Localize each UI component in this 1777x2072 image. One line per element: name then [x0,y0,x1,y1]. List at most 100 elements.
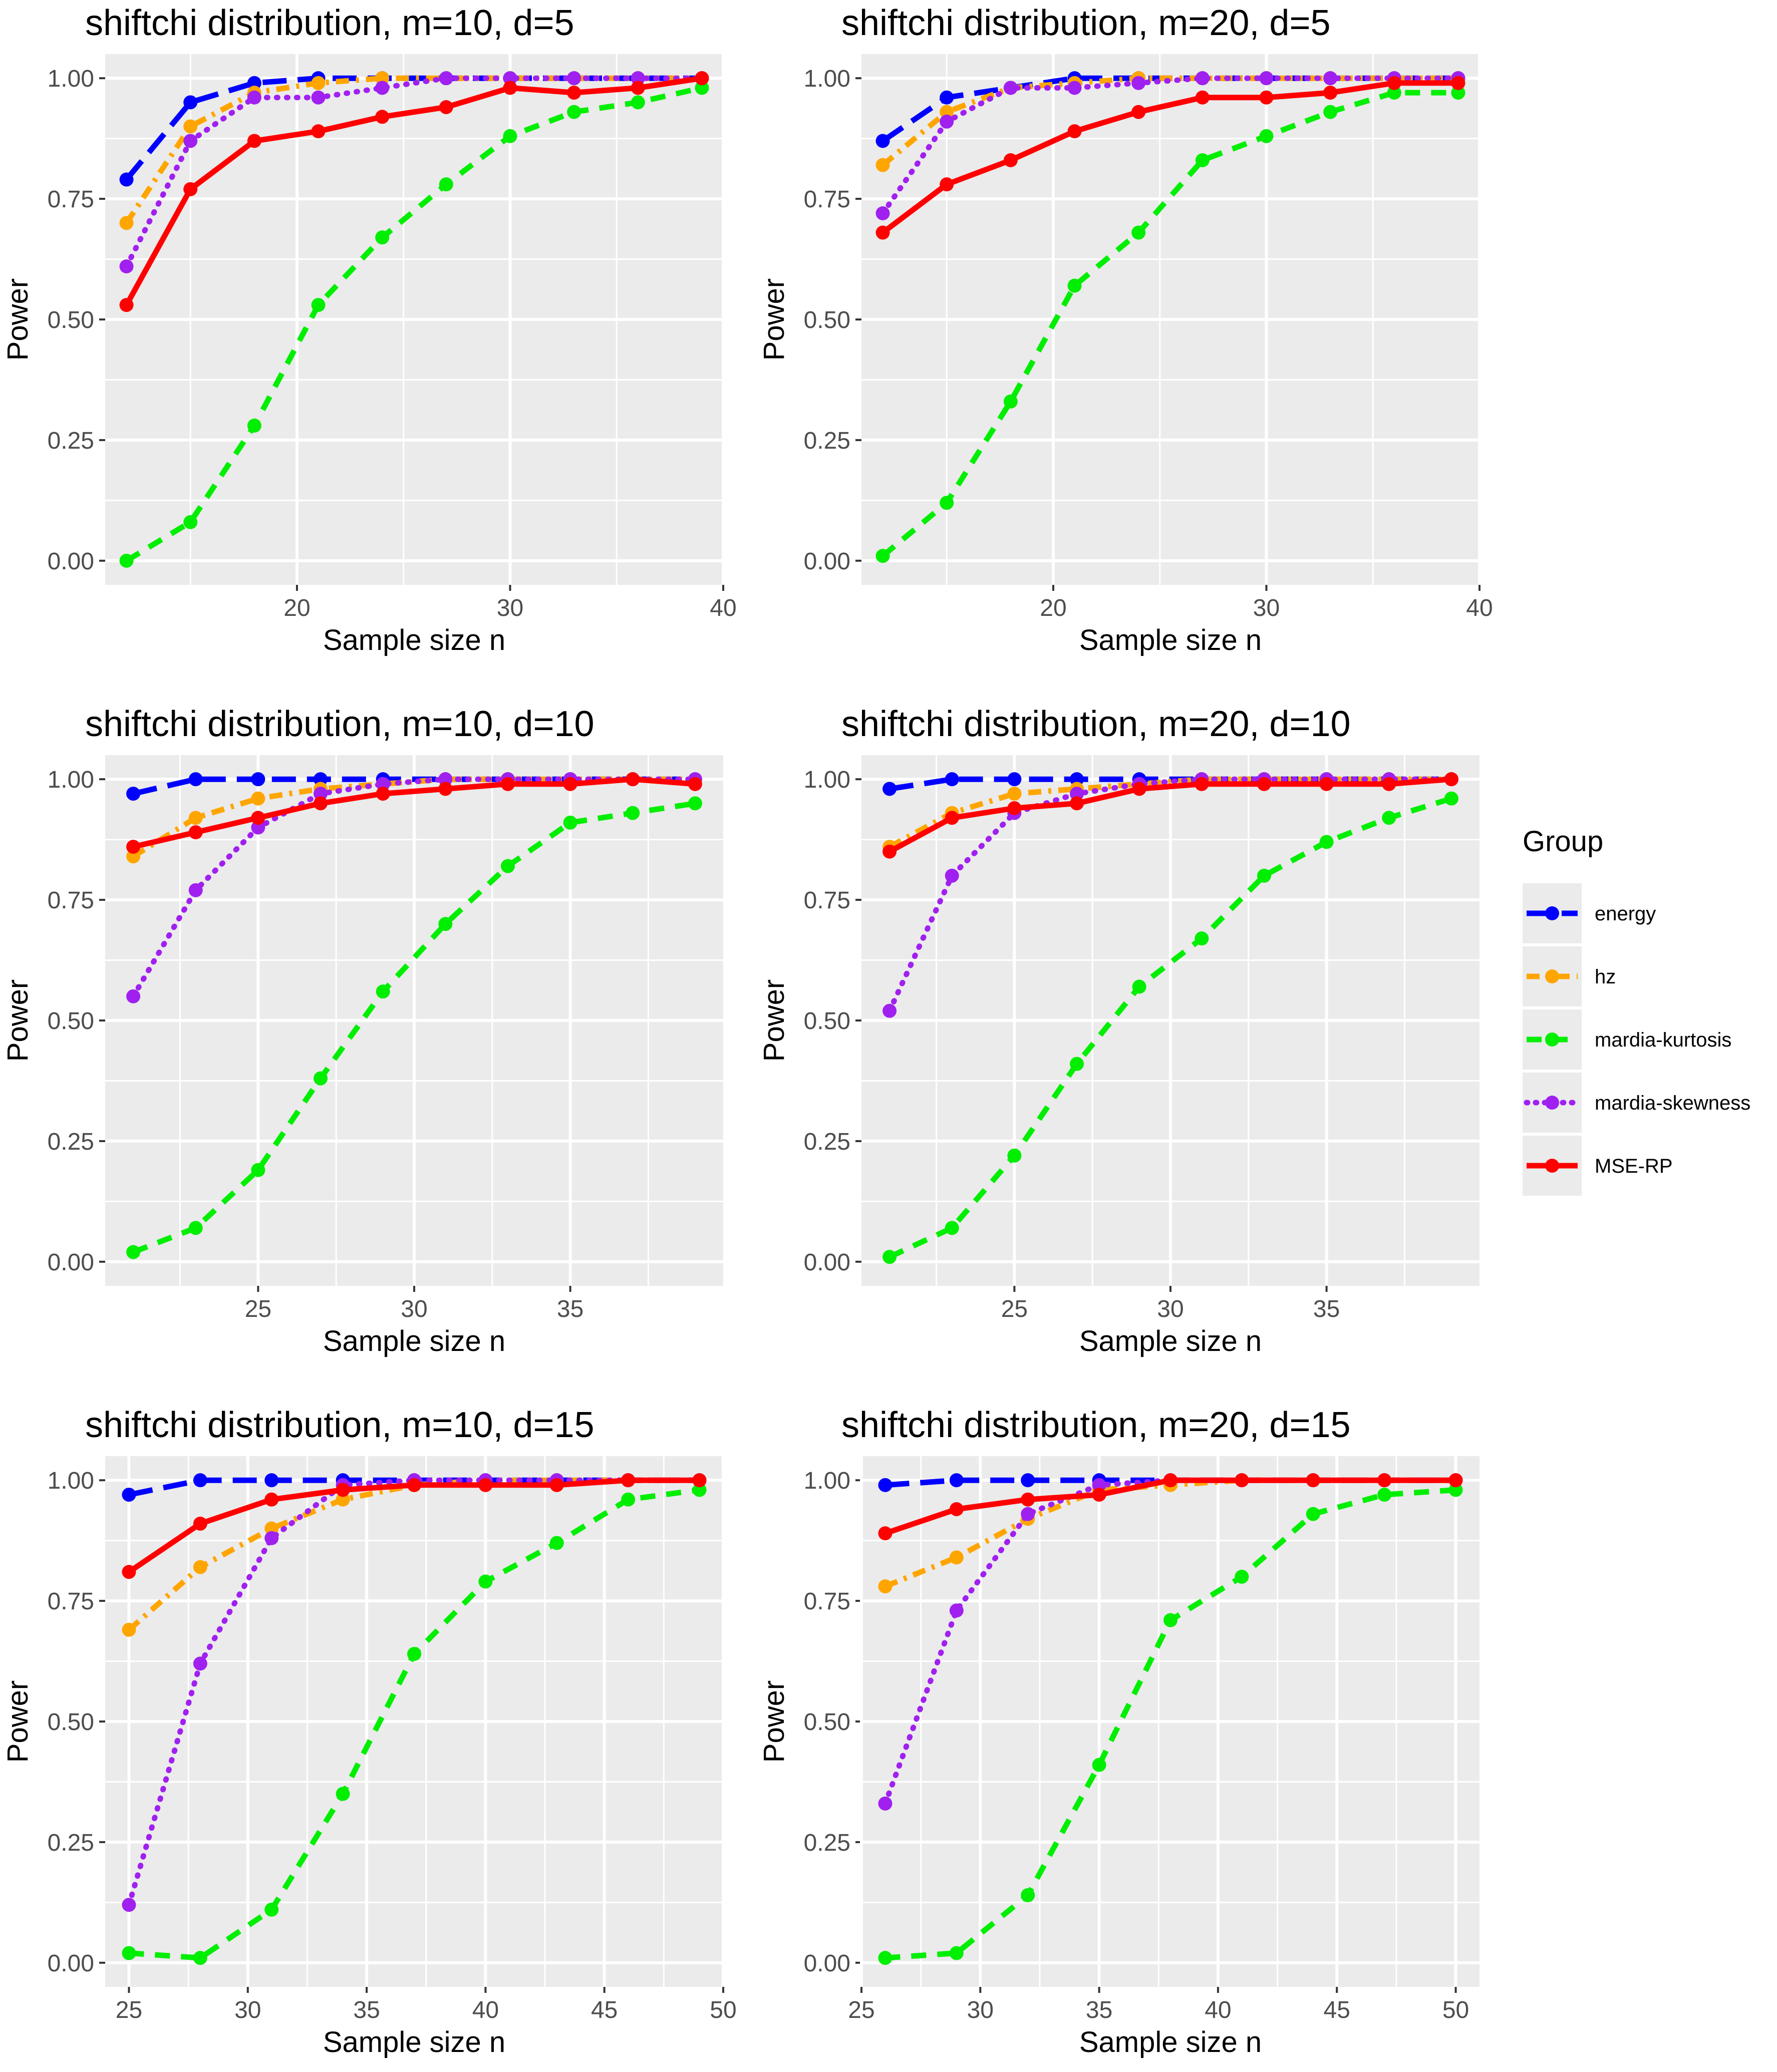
data-point-hz [878,1579,893,1594]
data-point-mardia-kurtosis [1007,1148,1022,1163]
data-point-mardia-kurtosis [478,1574,493,1589]
data-point-hz [949,1550,964,1565]
y-tick-label: 0.00 [48,1950,94,1977]
y-tick-label: 0.75 [48,186,94,213]
data-point-mardia-skewness [1092,1478,1106,1492]
data-point-mardia-kurtosis [247,419,261,433]
data-point-mse-rp [407,1478,421,1492]
x-tick-label: 45 [1324,1997,1350,2023]
data-point-mse-rp [1007,801,1022,815]
y-tick-label: 0.00 [804,1249,850,1276]
data-point-energy [314,772,328,787]
data-point-mse-rp [438,782,453,796]
data-point-mardia-kurtosis [439,177,453,192]
data-point-mse-rp [631,81,645,95]
data-point-energy [1007,772,1022,787]
series-line-mse-rp [881,80,1458,235]
panel-title: shiftchi distribution, m=20, d=10 [841,704,1351,744]
data-point-mardia-kurtosis [1195,931,1209,946]
data-point-mse-rp [567,86,581,100]
series-line-mardia-kurtosis [888,796,1452,1260]
data-point-mse-rp [1021,1492,1035,1507]
data-point-mardia-kurtosis [1163,1613,1177,1627]
data-point-mardia-kurtosis [119,553,134,568]
data-point-mse-rp [122,1565,136,1579]
data-point-mardia-kurtosis [940,496,954,510]
data-point-hz [375,71,390,86]
data-point-mardia-kurtosis [407,1647,421,1661]
data-point-mardia-skewness [1323,71,1338,86]
data-point-mardia-kurtosis [1448,1483,1463,1497]
series-line-mardia-skewness [126,1477,702,1908]
data-point-hz [940,105,954,119]
data-point-mardia-skewness [438,772,453,787]
data-point-mse-rp [126,840,141,854]
data-point-mse-rp [1451,76,1465,90]
data-point-hz [119,216,134,230]
x-tick-label: 30 [497,595,523,621]
legend-key-point [1545,906,1559,920]
data-point-mse-rp [1377,1473,1392,1488]
data-point-mse-rp [878,1526,893,1541]
data-point-mse-rp [1382,777,1396,791]
data-point-energy [122,1488,136,1502]
series-line-mardia-skewness [886,776,1454,1014]
data-point-mardia-skewness [1070,787,1084,801]
x-tick-label: 35 [557,1296,583,1322]
data-point-mse-rp [375,110,390,124]
legend-entry-mse-rp: MSE-RP [1523,1136,1673,1196]
data-point-mardia-skewness [193,1656,207,1671]
x-tick-label: 35 [1086,1997,1112,2023]
data-point-mse-rp [503,81,517,95]
series-line-mardia-kurtosis [881,90,1458,558]
data-point-mardia-kurtosis [183,515,198,529]
y-tick-label: 0.00 [48,1249,94,1276]
data-point-mse-rp [1387,76,1401,90]
chart-panel-4: 0.00 0.25 0.50 0.75 1.00 25 30 35 shiftchi distr… [758,704,1479,1357]
data-point-hz [193,1560,207,1574]
data-point-mardia-skewness [940,114,954,129]
data-point-mse-rp [183,182,198,196]
data-point-mse-rp [1448,1473,1463,1488]
data-point-mse-rp [1259,90,1274,105]
y-tick-label: 1.00 [804,1468,850,1494]
data-point-mse-rp [247,134,261,148]
series-line-hz [888,776,1451,849]
y-tick-label: 1.00 [48,66,94,92]
data-point-mardia-kurtosis [1377,1488,1392,1502]
legend-entry-mardia-kurtosis: mardia-kurtosis [1523,1009,1731,1070]
chart-panel-2: 0.00 0.25 0.50 0.75 1.00 20 30 40 shiftchi distr… [758,3,1493,656]
data-point-hz [875,158,890,172]
data-point-mardia-kurtosis [631,95,645,110]
x-axis-title: Sample size n [323,1325,505,1357]
data-point-mardia-skewness [311,90,326,105]
data-point-mardia-skewness [1195,71,1210,86]
data-point-mardia-kurtosis [311,298,326,312]
data-point-mardia-kurtosis [438,917,453,931]
data-point-mardia-kurtosis [567,105,581,119]
data-point-mardia-kurtosis [1067,278,1082,293]
data-point-mardia-kurtosis [1070,1057,1084,1071]
data-point-mardia-skewness [188,883,203,897]
data-point-mse-rp [1131,105,1146,119]
data-point-mardia-skewness [314,787,328,801]
data-point-mardia-skewness [949,1603,964,1618]
y-tick-label: 0.00 [48,548,94,575]
data-point-mardia-kurtosis [1451,86,1465,100]
y-tick-label: 0.50 [48,1008,94,1034]
data-point-mardia-skewness [882,1003,897,1018]
data-point-mardia-kurtosis [503,129,517,143]
data-point-mardia-kurtosis [375,230,390,245]
data-point-mardia-skewness [251,820,265,835]
y-tick-label: 0.25 [804,1830,850,1856]
x-axis-title: Sample size n [1079,624,1262,656]
panel-title: shiftchi distribution, m=10, d=15 [85,1405,595,1445]
data-point-mardia-kurtosis [549,1536,564,1550]
chart-panel-6: 0.00 0.25 0.50 0.75 1.00 25 30 35 40 45 50 shiftchi… [758,1405,1479,2058]
data-point-hz [126,849,141,864]
x-tick-label: 35 [1313,1296,1340,1322]
data-point-mse-rp [251,811,265,825]
legend-key-point [1545,1032,1559,1047]
data-point-energy [945,772,959,787]
data-point-mardia-kurtosis [264,1902,279,1917]
